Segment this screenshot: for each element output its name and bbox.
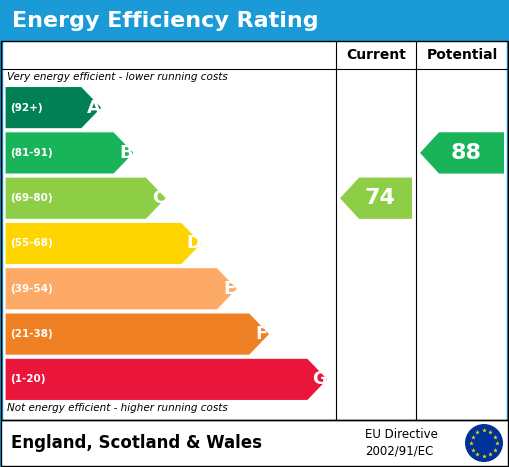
Text: E: E [223,280,236,298]
Text: D: D [186,234,202,253]
Text: (69-80): (69-80) [10,193,52,203]
Text: EU Directive
2002/91/EC: EU Directive 2002/91/EC [365,428,438,458]
Polygon shape [5,222,202,265]
Text: (92+): (92+) [10,103,43,113]
Text: (81-91): (81-91) [10,148,52,158]
Text: (55-68): (55-68) [10,239,53,248]
Bar [1,420,508,466]
Text: (39-54): (39-54) [10,284,53,294]
Polygon shape [5,313,270,355]
Text: (1-20): (1-20) [10,375,45,384]
Bar [1,41,508,420]
Text: Not energy efficient - higher running costs: Not energy efficient - higher running co… [7,403,228,413]
Text: A: A [87,99,101,117]
Text: B: B [119,144,133,162]
Polygon shape [420,132,504,174]
Text: C: C [152,189,165,207]
Text: England, Scotland & Wales: England, Scotland & Wales [11,434,262,452]
Text: Energy Efficiency Rating: Energy Efficiency Rating [12,11,319,31]
Polygon shape [5,86,102,129]
Text: F: F [256,325,268,343]
Text: G: G [313,370,327,389]
Text: Very energy efficient - lower running costs: Very energy efficient - lower running co… [7,72,228,82]
Circle shape [465,424,503,462]
Polygon shape [5,268,238,310]
Text: Current: Current [346,48,406,62]
Bar [1,1,508,41]
Text: 74: 74 [364,188,395,208]
Polygon shape [5,358,328,401]
Polygon shape [5,132,134,174]
Polygon shape [340,177,412,219]
Text: Potential: Potential [427,48,498,62]
Text: 88: 88 [450,143,482,163]
Text: (21-38): (21-38) [10,329,53,339]
Polygon shape [5,177,166,219]
